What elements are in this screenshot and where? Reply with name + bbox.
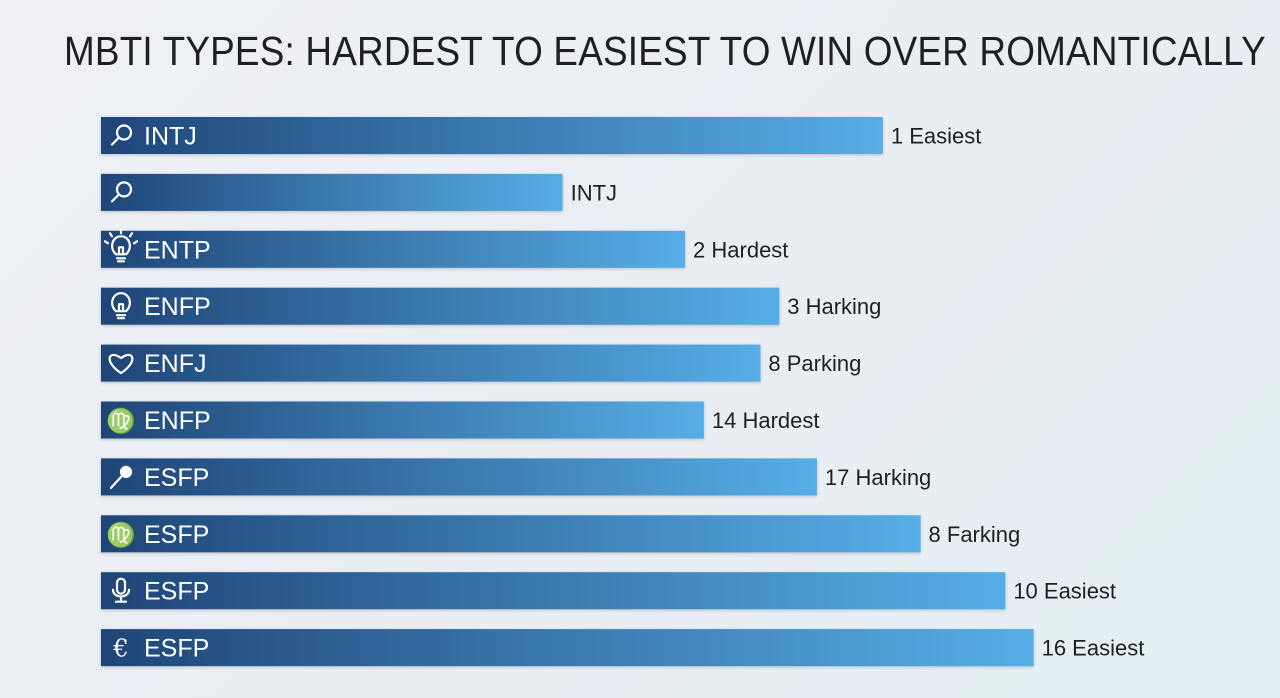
- chart-title: MBTI TYPES: HARDEST TO EASIEST TO WIN OV…: [64, 28, 1266, 74]
- bar-label: ESFP: [144, 578, 209, 606]
- bar-label: ESFP: [144, 521, 209, 549]
- bar-label: ESFP: [144, 464, 209, 492]
- bar-row: ENTP 2 Hardest: [101, 229, 788, 268]
- value-label: 14 Hardest: [712, 408, 820, 433]
- value-label: 10 Easiest: [1013, 579, 1116, 604]
- heart-icon: [108, 353, 134, 375]
- value-label: 8 Parking: [768, 351, 861, 376]
- bar: [101, 401, 704, 439]
- bar-label: ENFP: [144, 407, 211, 435]
- value-label: 17 Harking: [825, 465, 931, 490]
- bar: [101, 230, 686, 268]
- bar: [101, 117, 883, 154]
- microphone-icon: [109, 465, 133, 489]
- bar: [101, 173, 563, 211]
- bar: [101, 344, 761, 382]
- bar-row: ESFP 10 Easiest: [101, 572, 1116, 610]
- bar-label: INTJ: [144, 123, 197, 151]
- bar-row: ENFP 3 Harking: [101, 287, 881, 325]
- bar: [101, 515, 921, 553]
- bar-label: ESFP: [144, 635, 209, 663]
- magnifier-icon: [110, 181, 133, 203]
- bar-label: ENFP: [144, 293, 211, 321]
- bar-row: INTJ 1 Easiest: [101, 117, 981, 154]
- magnifier-icon: [110, 124, 133, 146]
- bar-label: ENFJ: [144, 350, 207, 378]
- value-label: 16 Easiest: [1042, 636, 1145, 661]
- value-label: 3 Harking: [787, 294, 881, 319]
- bar-row: ESFP 17 Harking: [101, 458, 931, 496]
- value-label: 1 Easiest: [891, 124, 982, 149]
- value-label: 2 Hardest: [693, 237, 788, 262]
- virgo-glyph-icon: ♍: [106, 407, 136, 435]
- bar: [101, 458, 817, 496]
- bar: [101, 287, 780, 325]
- bar-row: INTJ: [101, 173, 617, 211]
- bar-row: € ESFP 16 Easiest: [101, 629, 1145, 667]
- bar: [101, 629, 1034, 667]
- value-label: INTJ: [571, 180, 617, 205]
- lightbulb-icon: [111, 292, 131, 320]
- value-label: 8 Farking: [929, 522, 1021, 547]
- studio-mic-icon: [111, 577, 131, 603]
- bar-row: ♍ ENFP 14 Hardest: [101, 401, 820, 439]
- euro-glyph-icon: €: [112, 635, 128, 663]
- bar-row: ENFJ 8 Parking: [101, 344, 861, 382]
- bar-row: ♍ ESFP 8 Farking: [101, 515, 1021, 553]
- bar: [101, 572, 1006, 610]
- bar-label: ENTP: [144, 236, 211, 264]
- lightbulb-shine-icon: [103, 229, 139, 263]
- virgo-glyph-icon: ♍: [106, 521, 136, 549]
